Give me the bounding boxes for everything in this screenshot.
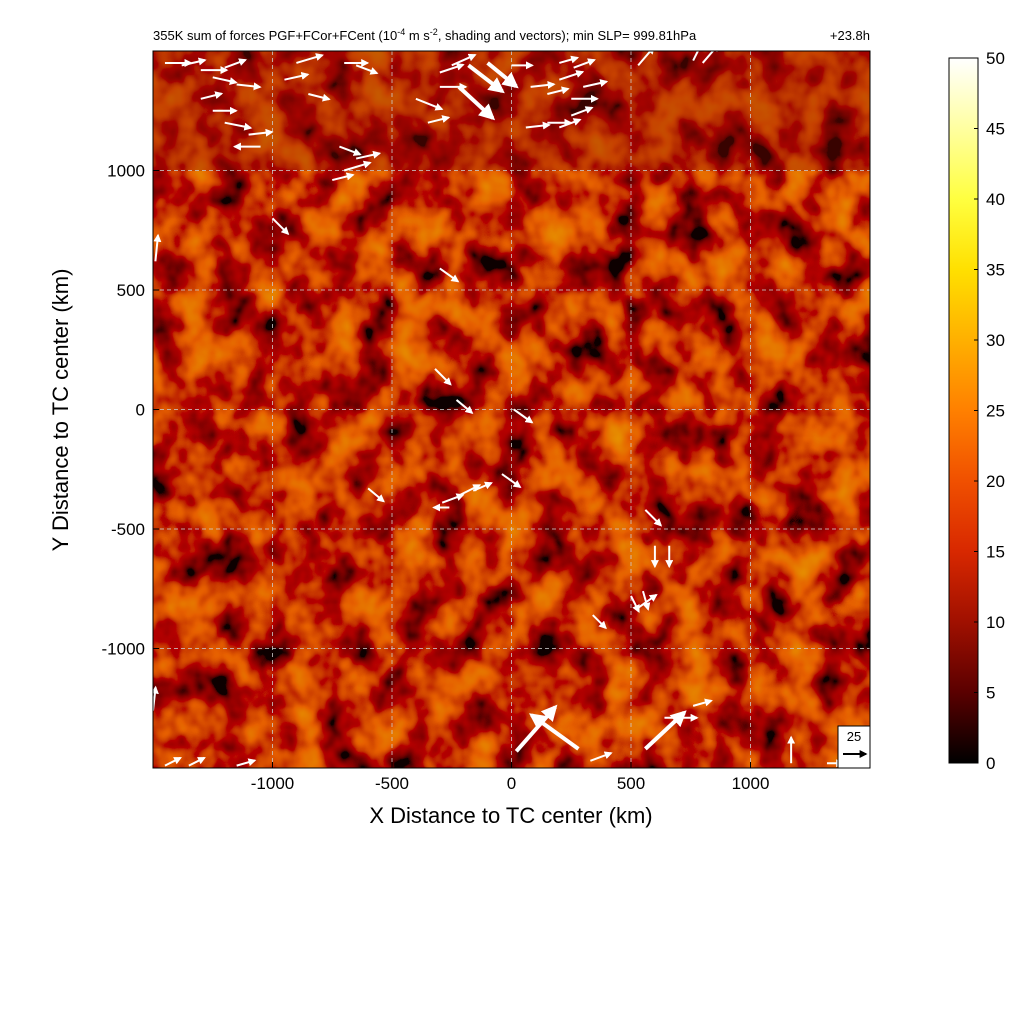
vector-arrow	[343, 160, 372, 172]
colorbar-tick-label: 5	[986, 684, 995, 703]
vector-arrow	[486, 61, 519, 89]
vector-arrow	[271, 217, 290, 236]
x-axis-label: X Distance to TC center (km)	[369, 803, 652, 828]
vector-arrow	[188, 756, 206, 767]
vector-arrow	[224, 58, 247, 69]
vector-arrow	[455, 399, 474, 414]
vector-arrow	[559, 55, 580, 64]
vector-arrow	[164, 756, 182, 767]
y-tick-label: -1000	[102, 640, 145, 659]
y-axis-label: Y Distance to TC center (km)	[48, 269, 73, 552]
vector-arrow	[530, 80, 556, 89]
reference-vector-label: 25	[847, 729, 861, 744]
vector-arrow	[248, 128, 274, 137]
vector-arrow	[513, 408, 534, 424]
y-axis: -1000 -500 0 500 1000	[102, 162, 159, 659]
vector-arrow	[514, 704, 558, 753]
x-tick-label: 0	[507, 774, 516, 793]
vector-arrow	[630, 595, 640, 613]
colorbar-gradient	[948, 57, 979, 764]
vector-arrow	[308, 93, 331, 102]
vector-arrow	[590, 751, 613, 762]
vector-arrow	[644, 509, 663, 527]
vector-arrow	[355, 150, 382, 160]
vector-arrow	[355, 64, 379, 75]
vector-arrow	[367, 487, 385, 503]
vector-arrow	[558, 70, 585, 81]
chart-title: 355K sum of forces PGF+FCor+FCent (10-4 …	[153, 27, 697, 43]
vector-arrow	[525, 121, 551, 130]
y-tick-label: -500	[111, 520, 145, 539]
vector-arrow	[212, 76, 238, 86]
colorbar-tick-label: 35	[986, 261, 1005, 280]
vector-arrow	[692, 51, 700, 62]
vector-arrow	[224, 121, 253, 131]
vector-arrow	[339, 145, 362, 156]
vector-arrow	[236, 82, 262, 91]
vector-arrow	[558, 118, 582, 129]
vector-arrow	[284, 71, 310, 81]
vector-arrow	[701, 51, 720, 64]
vector-arrow	[570, 106, 594, 117]
vector-arrow	[641, 590, 651, 611]
colorbar-tick-label: 20	[986, 472, 1005, 491]
vector-arrow	[434, 368, 452, 386]
vector-arrow	[547, 86, 570, 95]
y-tick-label: 500	[117, 281, 145, 300]
vector-arrow	[692, 698, 713, 707]
colorbar-tick-label: 0	[986, 754, 995, 773]
vector-arrow	[439, 267, 460, 283]
vector-arrow	[200, 91, 224, 100]
colorbar-tick-label: 30	[986, 331, 1005, 350]
vector-arrow	[529, 713, 580, 751]
force-vectors	[153, 51, 845, 768]
vector-arrow	[415, 97, 444, 111]
grid-lines	[153, 51, 870, 768]
colorbar-tick-label: 25	[986, 402, 1005, 421]
vector-arrow	[472, 481, 493, 492]
vector-arrow	[236, 758, 257, 767]
vector-arrow	[467, 63, 505, 94]
vector-arrow	[451, 53, 477, 67]
colorbar-tick-label: 50	[986, 49, 1005, 68]
vector-arrow	[439, 62, 465, 74]
vector-arrow	[332, 172, 355, 182]
vector-arrow	[181, 57, 207, 67]
x-tick-label: -500	[375, 774, 409, 793]
vector-arrow	[582, 79, 609, 88]
vector-arrow	[296, 53, 324, 64]
vector-arrow	[501, 473, 522, 488]
x-tick-label: 1000	[732, 774, 770, 793]
colorbar-tick-label: 15	[986, 543, 1005, 562]
vector-arrow	[592, 614, 607, 630]
y-tick-label: 1000	[107, 162, 145, 181]
x-tick-label: 500	[617, 774, 645, 793]
y-tick-label: 0	[136, 401, 145, 420]
x-tick-label: -1000	[251, 774, 294, 793]
reference-vector: 25	[837, 725, 871, 769]
colorbar: 0 5 10 15 20 25 30 35 40 45 50	[948, 49, 1005, 773]
time-label: +23.8h	[830, 28, 870, 43]
vector-arrow	[427, 115, 451, 124]
vector-arrow	[637, 51, 655, 66]
vector-arrow	[637, 593, 658, 609]
colorbar-tick-label: 10	[986, 613, 1005, 632]
x-axis: -1000 -500 0 500 1000	[251, 762, 770, 793]
colorbar-tick-label: 40	[986, 190, 1005, 209]
colorbar-tick-label: 45	[986, 120, 1005, 139]
vector-arrow	[573, 58, 596, 69]
vector-arrow	[457, 85, 496, 121]
vector-arrow	[458, 484, 482, 497]
vector-arrow	[153, 233, 162, 262]
vector-arrow	[643, 710, 687, 751]
